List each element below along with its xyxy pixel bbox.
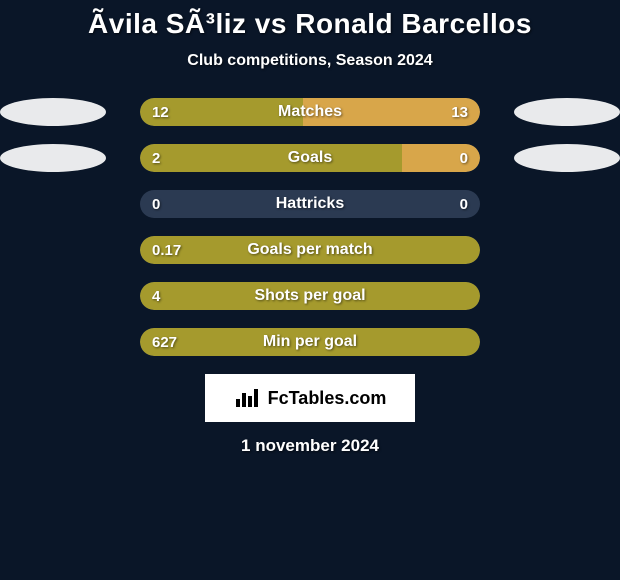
- infographic-container: Ãvila SÃ³liz vs Ronald Barcellos Club co…: [0, 0, 620, 456]
- bar-track: 00Hattricks: [140, 190, 480, 218]
- right-spacer: [514, 190, 620, 218]
- right-ellipse: [514, 98, 620, 126]
- date-line: 1 november 2024: [0, 436, 620, 456]
- bar-track: 627Min per goal: [140, 328, 480, 356]
- bars-icon: [234, 387, 262, 409]
- bar-track: 4Shots per goal: [140, 282, 480, 310]
- stat-row: 4Shots per goal: [0, 282, 620, 310]
- stats-rows: 1213Matches 20Goals 00Hattricks 0.17Goals p…: [0, 98, 620, 356]
- bar-label: Matches: [140, 98, 480, 126]
- left-spacer: [0, 328, 106, 356]
- bar-track: 20Goals: [140, 144, 480, 172]
- brand-text: FcTables.com: [268, 388, 387, 409]
- page-title: Ãvila SÃ³liz vs Ronald Barcellos: [0, 8, 620, 40]
- stat-row: 20Goals: [0, 144, 620, 172]
- right-spacer: [514, 236, 620, 264]
- right-spacer: [514, 328, 620, 356]
- left-spacer: [0, 236, 106, 264]
- stat-row: 1213Matches: [0, 98, 620, 126]
- bar-label: Hattricks: [140, 190, 480, 218]
- right-ellipse: [514, 144, 620, 172]
- page-subtitle: Club competitions, Season 2024: [0, 52, 620, 70]
- left-spacer: [0, 282, 106, 310]
- left-spacer: [0, 190, 106, 218]
- bar-label: Goals: [140, 144, 480, 172]
- stat-row: 627Min per goal: [0, 328, 620, 356]
- bar-track: 0.17Goals per match: [140, 236, 480, 264]
- bar-label: Goals per match: [140, 236, 480, 264]
- stat-row: 00Hattricks: [0, 190, 620, 218]
- brand-box: FcTables.com: [205, 374, 415, 422]
- bar-label: Shots per goal: [140, 282, 480, 310]
- right-spacer: [514, 282, 620, 310]
- bar-track: 1213Matches: [140, 98, 480, 126]
- left-ellipse: [0, 98, 106, 126]
- stat-row: 0.17Goals per match: [0, 236, 620, 264]
- bar-label: Min per goal: [140, 328, 480, 356]
- left-ellipse: [0, 144, 106, 172]
